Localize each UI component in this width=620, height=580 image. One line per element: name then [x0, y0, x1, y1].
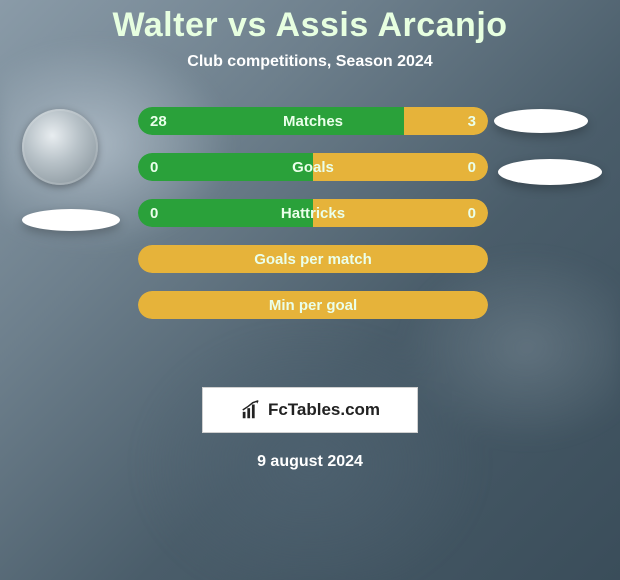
player1-shadow — [22, 209, 120, 231]
stat-label: Goals per match — [254, 251, 372, 268]
stat-bar-goals-per-match: Goals per match — [138, 245, 488, 273]
date-label: 9 august 2024 — [0, 453, 620, 471]
stat-value-player1: 0 — [150, 199, 158, 227]
player2-shadow-1 — [494, 109, 588, 133]
stat-value-player2: 0 — [468, 199, 476, 227]
stat-bar-matches: 28 3 Matches — [138, 107, 488, 135]
bar-seg-player1 — [138, 107, 404, 135]
fctables-badge[interactable]: FcTables.com — [202, 387, 418, 433]
stat-value-player1: 28 — [150, 107, 167, 135]
stat-bars: 28 3 Matches 0 0 Goals 0 0 Hattricks Goals per ma… — [138, 107, 488, 337]
stat-value-player1: 0 — [150, 153, 158, 181]
stat-label: Matches — [283, 113, 343, 130]
player2-shadow-2 — [498, 159, 602, 185]
comparison-area: 28 3 Matches 0 0 Goals 0 0 Hattricks Goals per ma… — [0, 109, 620, 369]
subtitle: Club competitions, Season 2024 — [0, 53, 620, 71]
stat-bar-hattricks: 0 0 Hattricks — [138, 199, 488, 227]
chart-icon — [240, 399, 262, 421]
stat-label: Min per goal — [269, 297, 357, 314]
stat-bar-min-per-goal: Min per goal — [138, 291, 488, 319]
badge-text: FcTables.com — [268, 400, 380, 420]
page-title: Walter vs Assis Arcanjo — [0, 6, 620, 45]
stat-value-player2: 3 — [468, 107, 476, 135]
stat-value-player2: 0 — [468, 153, 476, 181]
content-wrapper: Walter vs Assis Arcanjo Club competition… — [0, 0, 620, 471]
stat-bar-goals: 0 0 Goals — [138, 153, 488, 181]
player1-avatar — [22, 109, 98, 185]
bar-seg-player2 — [313, 153, 488, 181]
bar-seg-player1 — [138, 153, 313, 181]
stat-label: Hattricks — [281, 205, 345, 222]
stat-label: Goals — [292, 159, 334, 176]
